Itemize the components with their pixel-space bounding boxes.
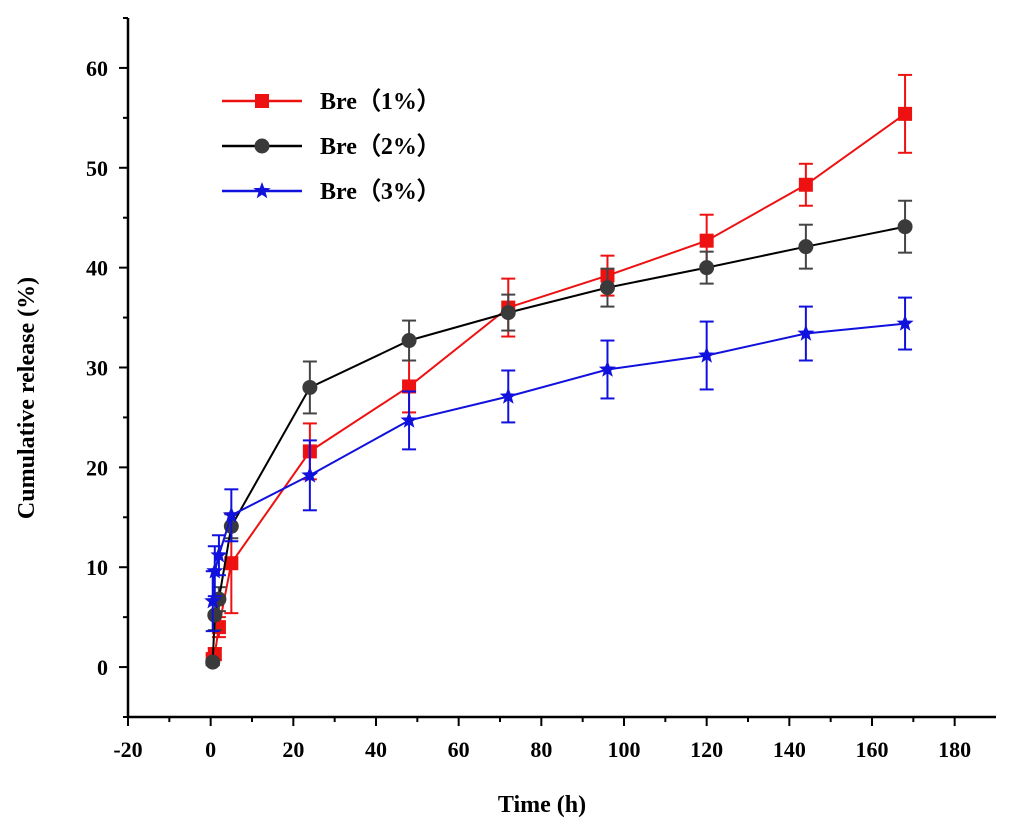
- data-point: [222, 506, 240, 523]
- series-layer: [204, 73, 914, 670]
- data-point: [599, 280, 615, 296]
- data-point: [698, 346, 716, 363]
- x-tick-label: 80: [530, 737, 552, 762]
- y-tick-label: 30: [86, 356, 108, 381]
- data-point: [699, 233, 714, 248]
- y-tick-label: 20: [86, 455, 108, 480]
- series-2: [205, 199, 913, 670]
- data-point: [205, 654, 221, 670]
- x-tick-label: 60: [448, 737, 470, 762]
- axes: -20 0 20 40 60 80 100 120 140 160 180 0 10 20 30 40 50 60: [86, 17, 996, 762]
- x-tick-label: 20: [282, 737, 304, 762]
- x-tick-label: -20: [113, 737, 142, 762]
- data-point: [897, 219, 913, 235]
- series-line: [211, 322, 906, 602]
- data-point: [797, 324, 815, 341]
- legend: Bre（1%） Bre（2%） Bre（3%）: [222, 88, 441, 205]
- data-point: [898, 106, 913, 121]
- series-1: [205, 73, 913, 667]
- y-tick-label: 40: [86, 256, 108, 281]
- data-point: [798, 239, 814, 255]
- y-tick-label: 0: [97, 655, 108, 680]
- x-tick-label: 140: [773, 737, 806, 762]
- data-point: [224, 556, 239, 571]
- legend-marker: [253, 182, 271, 199]
- data-point: [798, 177, 813, 192]
- legend-label: Bre（2%）: [320, 133, 441, 160]
- legend-label: Bre（1%）: [320, 88, 441, 115]
- data-point: [896, 314, 914, 331]
- x-tick-label: 0: [205, 737, 216, 762]
- data-point: [500, 305, 516, 321]
- y-tick-label: 50: [86, 156, 108, 181]
- data-point: [206, 562, 224, 579]
- x-tick-label: 120: [690, 737, 723, 762]
- y-tick-label: 10: [86, 555, 108, 580]
- data-point: [207, 607, 223, 623]
- data-point: [401, 333, 417, 349]
- data-point: [402, 379, 417, 394]
- data-point: [301, 466, 319, 483]
- data-point: [598, 360, 616, 377]
- data-point: [400, 411, 418, 428]
- x-tick-label: 100: [608, 737, 641, 762]
- data-point: [499, 387, 517, 404]
- legend-entry: Bre（3%）: [222, 178, 441, 205]
- data-point: [204, 592, 222, 609]
- x-axis-title: Time (h): [498, 792, 586, 818]
- x-tick-label: 40: [365, 737, 387, 762]
- legend-entry: Bre（1%）: [222, 88, 441, 115]
- series-3: [204, 296, 914, 633]
- x-tick-label: 180: [938, 737, 971, 762]
- data-point: [210, 546, 228, 563]
- legend-marker: [254, 138, 270, 154]
- y-tick-label: 60: [86, 56, 108, 81]
- legend-entry: Bre（2%）: [222, 133, 441, 160]
- x-tick-label: 160: [856, 737, 889, 762]
- legend-marker: [255, 94, 269, 108]
- legend-label: Bre（3%）: [320, 178, 441, 205]
- data-point: [699, 260, 715, 276]
- y-axis-title: Cumulative release (%): [14, 277, 40, 519]
- data-point: [302, 379, 318, 395]
